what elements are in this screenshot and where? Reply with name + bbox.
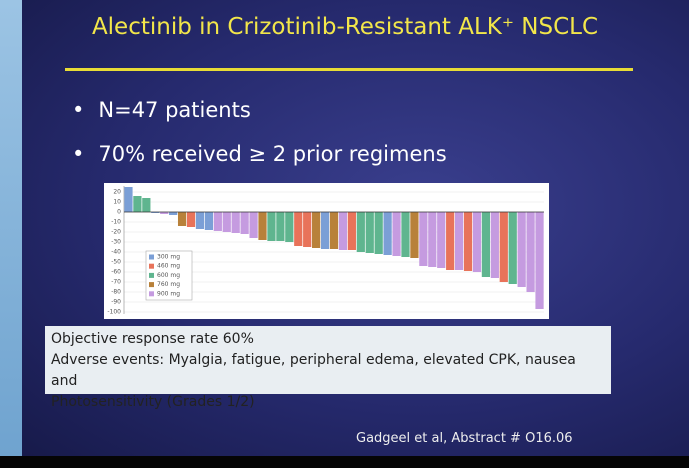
bar xyxy=(329,212,339,249)
bar xyxy=(338,212,348,250)
summary-line: Photosensitivity (Grades 1/2) xyxy=(51,394,255,410)
bar xyxy=(490,212,499,278)
bar xyxy=(249,212,258,238)
y-tick-label: -40 xyxy=(111,249,121,256)
y-tick-label: -90 xyxy=(111,299,121,306)
bar xyxy=(169,212,178,215)
bar xyxy=(186,212,196,227)
y-tick-label: 10 xyxy=(113,199,121,206)
bar xyxy=(472,212,482,272)
bar xyxy=(195,212,205,229)
bar xyxy=(177,212,187,226)
bar xyxy=(204,212,214,230)
title-rule xyxy=(65,68,633,71)
bar xyxy=(231,212,240,233)
bar xyxy=(481,212,491,277)
citation: Gadgeel et al, Abstract # O16.06 xyxy=(356,431,573,446)
bar xyxy=(437,212,446,268)
legend-label: 300 mg xyxy=(157,254,180,261)
legend-label: 900 mg xyxy=(157,290,180,297)
bar xyxy=(142,198,151,212)
y-tick-label: -80 xyxy=(111,289,121,296)
bar xyxy=(294,212,303,246)
bar xyxy=(222,212,231,232)
y-tick-label: -10 xyxy=(111,219,121,226)
bar xyxy=(240,212,249,234)
bar xyxy=(463,212,473,271)
bar xyxy=(160,212,169,214)
bar xyxy=(133,196,142,212)
bar xyxy=(267,212,276,241)
y-tick-label: -50 xyxy=(111,259,121,266)
summary-line: Objective response rate 60% xyxy=(51,331,254,347)
y-tick-label: -60 xyxy=(111,269,121,276)
chart: 20 10 0 -10 -20 -30 -40 -50 -60 -70 -80 -90 -100 300 … xyxy=(104,183,549,319)
bar xyxy=(499,212,508,282)
summary-line: Adverse events: Myalgia, fatigue, periph… xyxy=(51,352,576,389)
bar xyxy=(526,212,535,292)
y-tick-label: -70 xyxy=(111,279,121,286)
bar xyxy=(320,212,330,249)
bullet: N=47 patients xyxy=(72,98,250,122)
bar xyxy=(258,212,267,240)
bar xyxy=(303,212,312,247)
bar xyxy=(419,212,428,266)
slide-title: Alectinib in Crizotinib-Resistant ALK⁺ N… xyxy=(91,14,599,40)
legend-swatch xyxy=(149,282,154,288)
bar xyxy=(276,212,285,241)
bar xyxy=(312,212,321,248)
bar xyxy=(365,212,374,253)
legend-swatch xyxy=(149,272,154,278)
y-tick-label: 0 xyxy=(117,209,121,216)
bar xyxy=(401,212,410,257)
bar xyxy=(285,212,294,242)
bar xyxy=(446,212,455,270)
legend-swatch xyxy=(149,254,154,260)
bar xyxy=(347,212,356,250)
legend-swatch xyxy=(149,263,154,269)
y-tick-label: -100 xyxy=(107,309,121,316)
bar xyxy=(392,212,401,256)
bar xyxy=(383,212,392,255)
bar xyxy=(151,212,160,213)
bullet: 70% received ≥ 2 prior regimens xyxy=(72,142,446,166)
bar xyxy=(374,212,383,254)
legend-label: 600 mg xyxy=(157,272,180,279)
bar xyxy=(410,212,419,258)
bar xyxy=(213,212,222,231)
bar xyxy=(356,212,365,252)
bar xyxy=(428,212,437,267)
bar xyxy=(508,212,517,284)
bottom-bar xyxy=(0,456,689,468)
legend-label: 460 mg xyxy=(157,263,180,270)
y-tick-label: 20 xyxy=(113,189,121,196)
legend-swatch xyxy=(149,291,154,297)
y-tick-label: -20 xyxy=(111,229,121,236)
bar xyxy=(454,212,464,270)
y-tick-label: -30 xyxy=(111,239,121,246)
legend-label: 760 mg xyxy=(157,281,180,288)
bar xyxy=(535,212,544,309)
bar xyxy=(517,212,526,287)
bar xyxy=(124,187,133,212)
summary-box: Objective response rate 60% Adverse even… xyxy=(45,326,611,410)
